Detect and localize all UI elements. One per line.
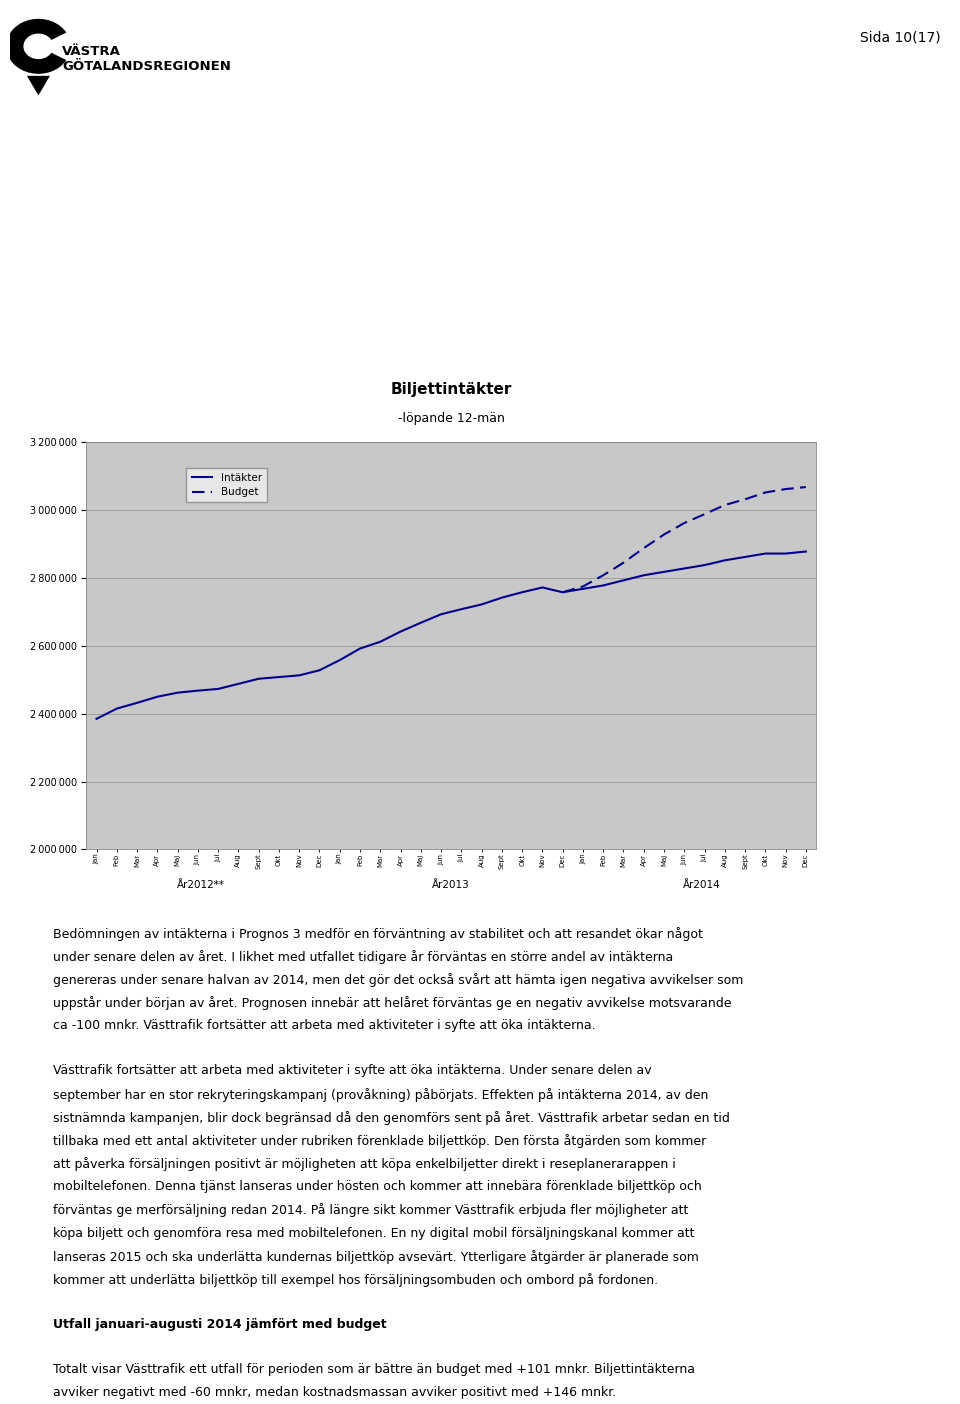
Text: förväntas ge merförsäljning redan 2014. På längre sikt kommer Västtrafik erbjuda: förväntas ge merförsäljning redan 2014. … bbox=[53, 1203, 688, 1217]
Text: År2013: År2013 bbox=[432, 880, 470, 890]
Text: att påverka försäljningen positivt är möjligheten att köpa enkelbiljetter direkt: att påverka försäljningen positivt är mö… bbox=[53, 1157, 676, 1171]
Text: kommer att underlätta biljettköp till exempel hos försäljningsombuden och ombord: kommer att underlätta biljettköp till ex… bbox=[53, 1273, 658, 1287]
Text: Biljettintäkter: Biljettintäkter bbox=[391, 382, 512, 397]
Text: uppstår under början av året. Prognosen innebär att helåret förväntas ge en nega: uppstår under början av året. Prognosen … bbox=[53, 997, 732, 1009]
Text: GÖTALANDSREGIONEN: GÖTALANDSREGIONEN bbox=[62, 60, 231, 73]
Text: VÄSTRA: VÄSTRA bbox=[62, 45, 121, 58]
Text: köpa biljett och genomföra resa med mobiltelefonen. En ny digital mobil försäljn: köpa biljett och genomföra resa med mobi… bbox=[53, 1227, 694, 1240]
Text: mobiltelefonen. Denna tjänst lanseras under hösten och kommer att innebära fören: mobiltelefonen. Denna tjänst lanseras un… bbox=[53, 1181, 702, 1193]
Text: genereras under senare halvan av 2014, men det gör det också svårt att hämta ige: genereras under senare halvan av 2014, m… bbox=[53, 973, 743, 987]
Text: Västtrafik fortsätter att arbeta med aktiviteter i syfte att öka intäkterna. Und: Västtrafik fortsätter att arbeta med akt… bbox=[53, 1064, 652, 1077]
Text: avviker negativt med -60 mnkr, medan kostnadsmassan avviker positivt med +146 mn: avviker negativt med -60 mnkr, medan kos… bbox=[53, 1386, 616, 1400]
Text: -löpande 12-män: -löpande 12-män bbox=[397, 413, 505, 425]
Polygon shape bbox=[27, 76, 50, 95]
Text: År2014: År2014 bbox=[683, 880, 720, 890]
Text: År2012**: År2012** bbox=[177, 880, 225, 890]
Text: tillbaka med ett antal aktiviteter under rubriken förenklade biljettköp. Den för: tillbaka med ett antal aktiviteter under… bbox=[53, 1134, 706, 1148]
Text: Sida 10(17): Sida 10(17) bbox=[860, 31, 941, 45]
Text: Bedömningen av intäkterna i Prognos 3 medför en förväntning av stabilitet och at: Bedömningen av intäkterna i Prognos 3 me… bbox=[53, 927, 703, 941]
Text: sistnämnda kampanjen, blir dock begränsad då den genomförs sent på året. Västtra: sistnämnda kampanjen, blir dock begränsa… bbox=[53, 1111, 730, 1125]
Text: under senare delen av året. I likhet med utfallet tidigare år förväntas en störr: under senare delen av året. I likhet med… bbox=[53, 949, 673, 963]
Text: ca -100 mnkr. Västtrafik fortsätter att arbeta med aktiviteter i syfte att öka i: ca -100 mnkr. Västtrafik fortsätter att … bbox=[53, 1019, 595, 1032]
Wedge shape bbox=[6, 18, 66, 74]
Text: lanseras 2015 och ska underlätta kundernas biljettköp avsevärt. Ytterligare åtgä: lanseras 2015 och ska underlätta kundern… bbox=[53, 1250, 699, 1264]
Text: Totalt visar Västtrafik ett utfall för perioden som är bättre än budget med +101: Totalt visar Västtrafik ett utfall för p… bbox=[53, 1363, 695, 1376]
Text: september har en stor rekryteringskampanj (provåkning) påbörjats. Effekten på in: september har en stor rekryteringskampan… bbox=[53, 1088, 708, 1102]
Text: Utfall januari-augusti 2014 jämfört med budget: Utfall januari-augusti 2014 jämfört med … bbox=[53, 1318, 387, 1331]
Legend: Intäkter, Budget: Intäkter, Budget bbox=[186, 468, 267, 503]
